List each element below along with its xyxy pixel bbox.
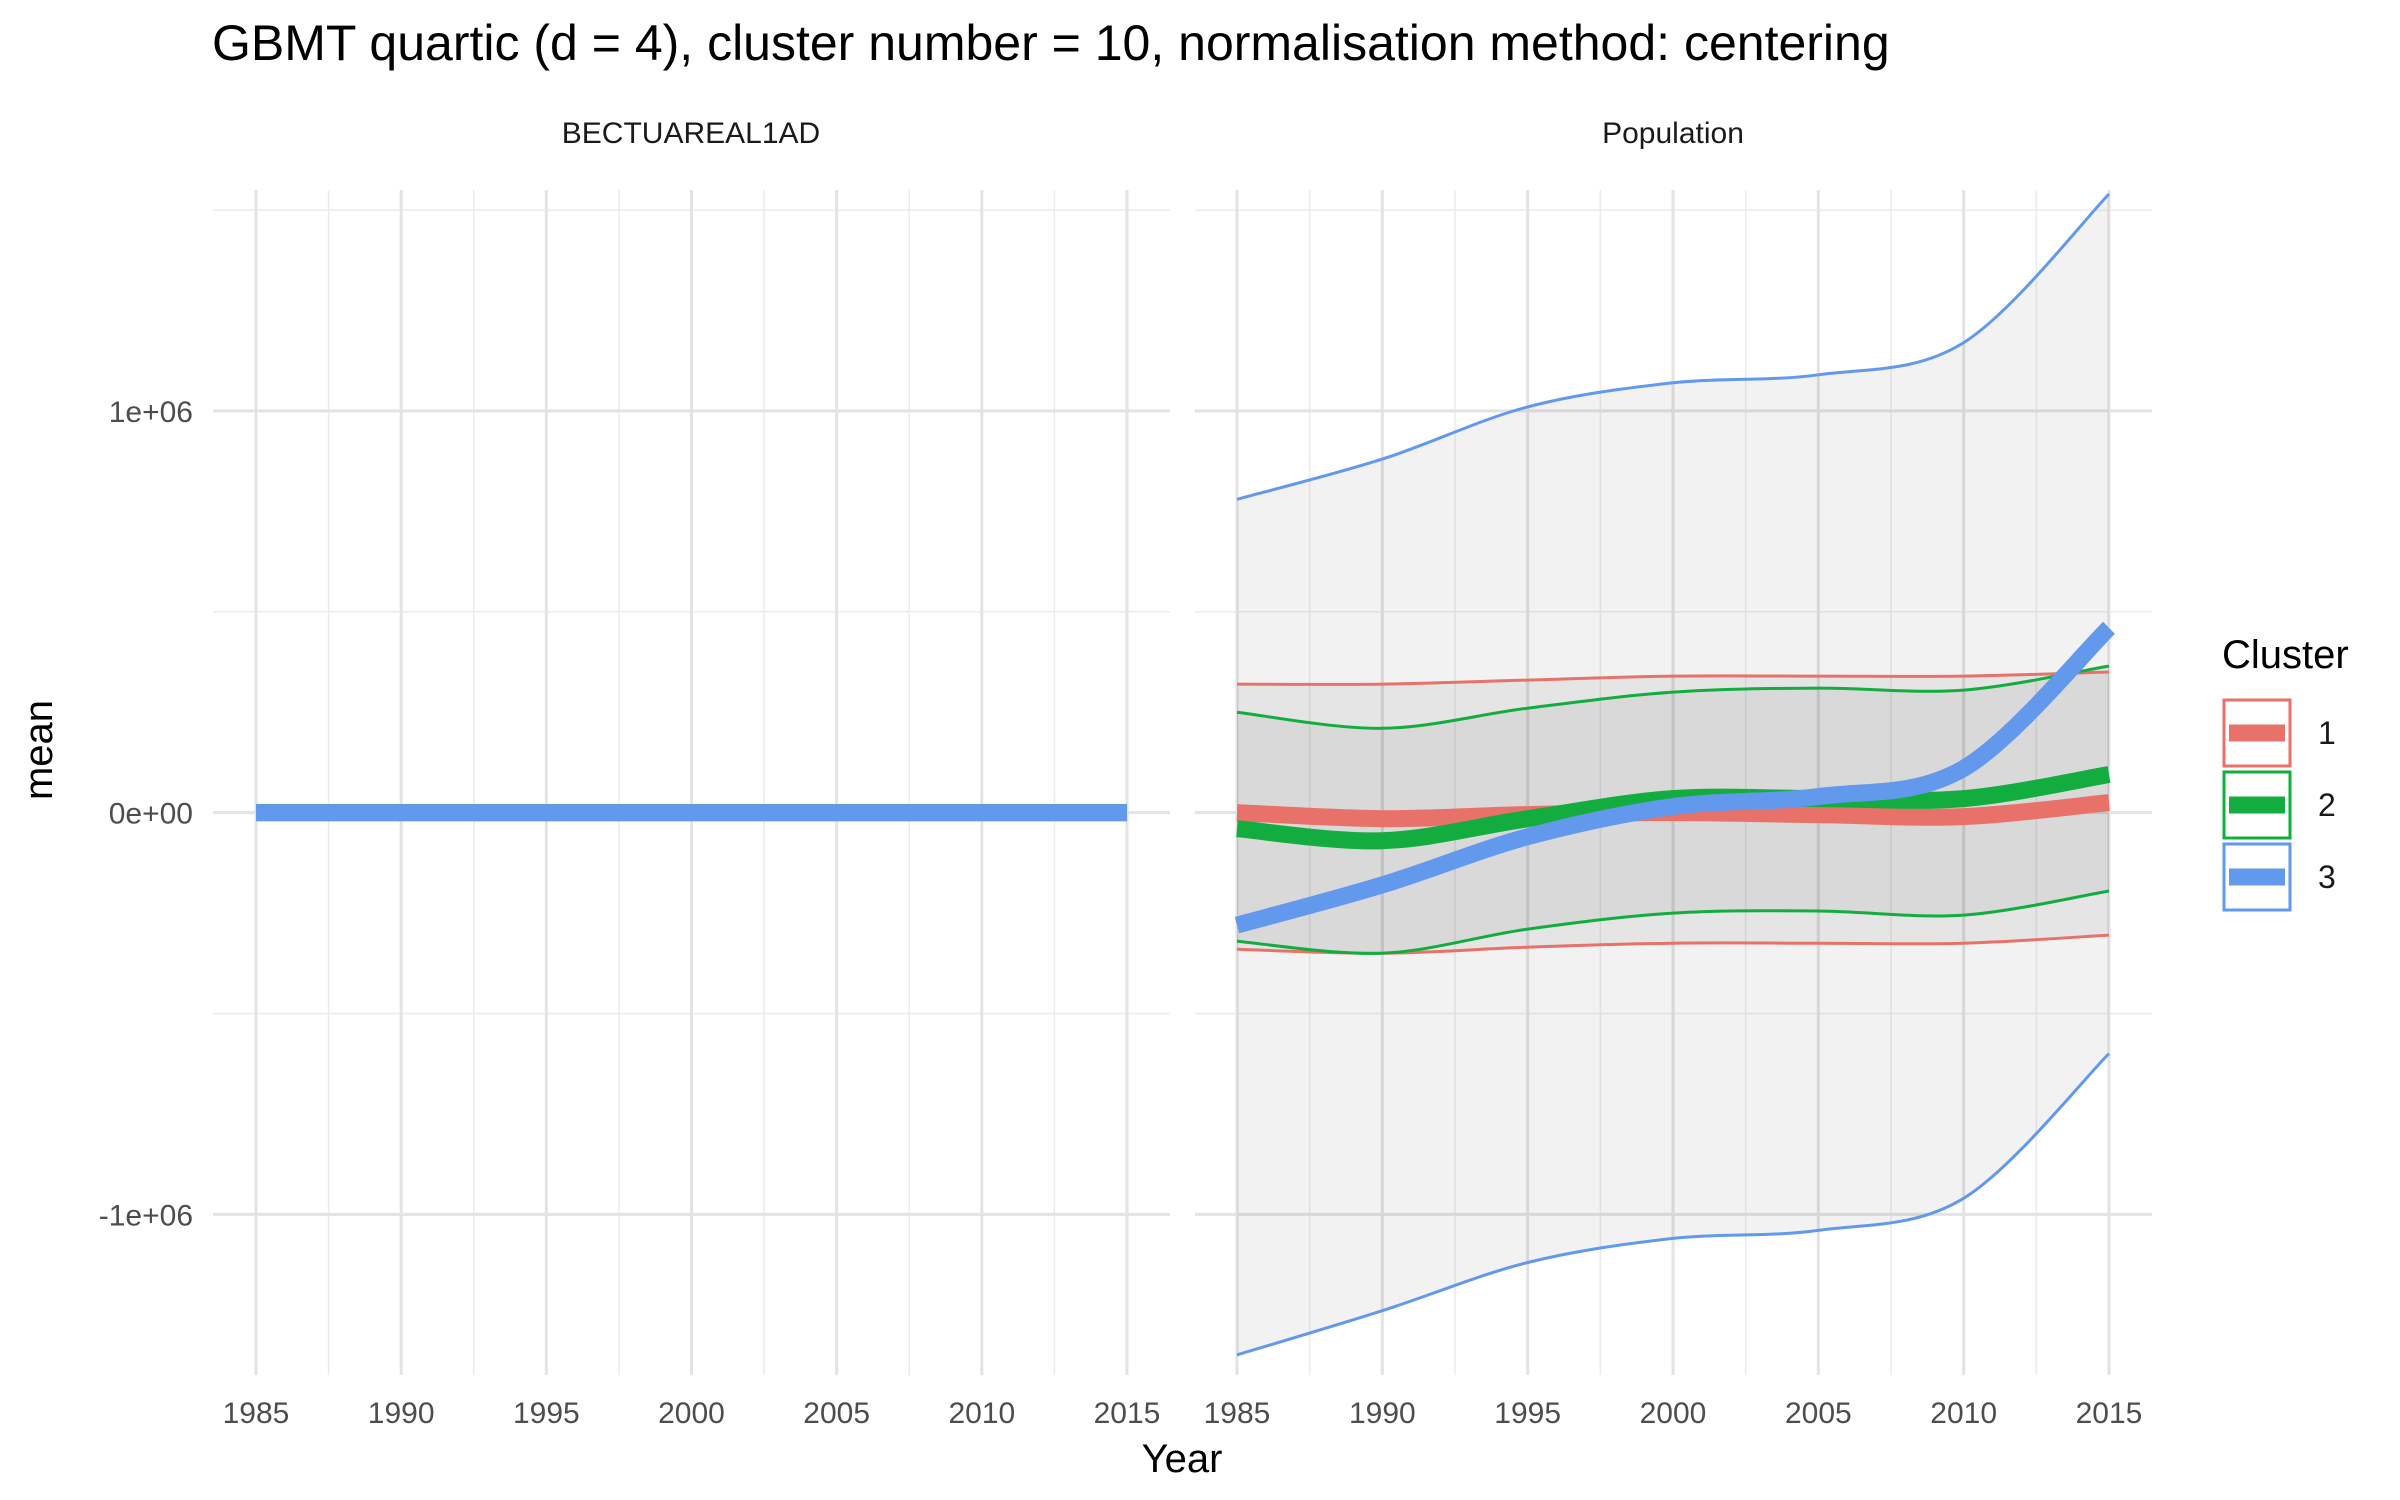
bound-lower-cluster-2	[1236, 889, 2110, 955]
x-tick-label: 2005	[803, 1397, 870, 1430]
x-tick-label: 1990	[368, 1397, 435, 1430]
x-tick-label: 1985	[223, 1397, 290, 1430]
y-axis-ticks: -1e+06 0e+00 1e+06	[99, 396, 193, 1232]
chart-title: GBMT quartic (d = 4), cluster number = 1…	[212, 15, 1890, 71]
x-tick-label: 2000	[1640, 1397, 1707, 1430]
x-axis-label: Year	[1142, 1437, 1223, 1481]
x-tick-label: 2010	[948, 1397, 1015, 1430]
y-axis-label: mean	[17, 700, 61, 800]
y-tick-label: 0e+00	[109, 798, 193, 831]
legend-label-3: 3	[2318, 859, 2336, 895]
x-tick-label: 1985	[1204, 1397, 1271, 1430]
bound-upper-cluster-3	[1236, 192, 2111, 501]
legend-title: Cluster	[2222, 633, 2349, 677]
panel-left-grid	[213, 190, 1170, 1375]
x-tick-label: 2005	[1785, 1397, 1852, 1430]
legend-label-1: 1	[2318, 715, 2336, 751]
panel-left-x-ticks: 1985 1990 1995 2000 2005 2010 2015	[223, 1397, 1161, 1430]
panel-left-title: BECTUAREAL1AD	[562, 117, 820, 150]
y-tick-label: 1e+06	[109, 396, 193, 429]
x-tick-label: 2015	[2076, 1397, 2143, 1430]
ribbon-cluster-3	[1237, 194, 2109, 1355]
legend: Cluster 1 2 3	[2222, 633, 2349, 912]
legend-keys: 1 2 3	[2222, 698, 2336, 912]
bound-upper-cluster-2	[1236, 664, 2110, 730]
x-tick-label: 1995	[1494, 1397, 1561, 1430]
x-tick-label: 2010	[1930, 1397, 1997, 1430]
panel-left: BECTUAREAL1AD 1985 1990 1995 2000 2005 2010 20…	[213, 117, 1170, 1430]
x-tick-label: 2015	[1094, 1397, 1161, 1430]
legend-label-2: 2	[2318, 787, 2336, 823]
panel-right-lines	[1234, 192, 2115, 1357]
y-tick-label: -1e+06	[99, 1199, 193, 1232]
x-tick-label: 1995	[513, 1397, 580, 1430]
x-tick-label: 2000	[658, 1397, 725, 1430]
bound-upper-cluster-1	[1236, 670, 2110, 686]
x-tick-label: 1990	[1349, 1397, 1416, 1430]
panel-right: Population 1985 1990 1995 2000 2005 2010 2015	[1195, 117, 2152, 1430]
mean-line-cluster-3	[1234, 621, 2115, 934]
panel-right-title: Population	[1602, 117, 1744, 150]
panel-right-x-ticks: 1985 1990 1995 2000 2005 2010 2015	[1204, 1397, 2143, 1430]
bound-lower-cluster-3	[1236, 1052, 2111, 1357]
